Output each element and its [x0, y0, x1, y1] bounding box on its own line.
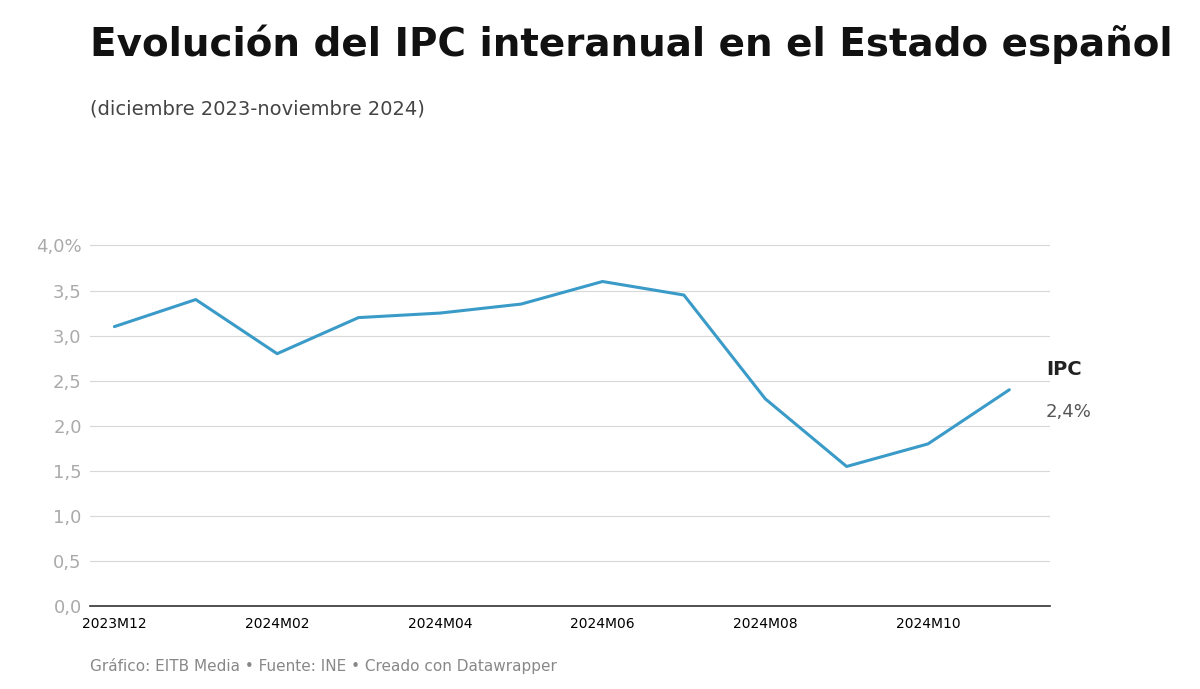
Text: Evolución del IPC interanual en el Estado español: Evolución del IPC interanual en el Estad…	[90, 24, 1172, 63]
Text: Gráfico: EITB Media • Fuente: INE • Creado con Datawrapper: Gráfico: EITB Media • Fuente: INE • Crea…	[90, 658, 557, 674]
Text: 2,4%: 2,4%	[1046, 403, 1092, 421]
Text: IPC: IPC	[1046, 360, 1081, 379]
Text: (diciembre 2023-noviembre 2024): (diciembre 2023-noviembre 2024)	[90, 100, 425, 119]
